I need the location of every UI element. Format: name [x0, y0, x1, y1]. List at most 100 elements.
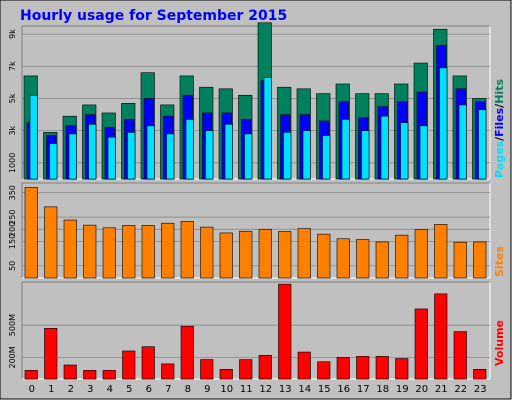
volume-bar: [24, 370, 38, 380]
hour-label: 22: [454, 384, 467, 395]
pages-bar: [107, 136, 116, 180]
ylabel-part: /: [493, 136, 506, 141]
pages-bar: [322, 135, 331, 180]
pages-bar: [283, 131, 292, 180]
pages-bar: [380, 115, 389, 180]
pages-bar: [341, 119, 350, 180]
panel-1-ytick-label: 250: [8, 209, 17, 224]
panel-1-ytick-label: 200: [8, 222, 17, 237]
panel-0-ytick-label: 9k: [8, 29, 17, 39]
hour-label: 9: [204, 384, 210, 395]
panel-2-frame: [21, 281, 491, 380]
volume-bar: [239, 359, 253, 380]
pages-bar: [49, 143, 58, 180]
volume-bar: [180, 325, 194, 380]
sites-bar: [102, 227, 116, 279]
panel-1-ytick-label: 350: [8, 185, 17, 200]
pages-bar: [224, 123, 233, 180]
panel-0-ytick-label: 7k: [8, 61, 17, 71]
sites-bar: [44, 206, 58, 279]
hour-label: 8: [185, 384, 191, 395]
ylabel-part: Pages: [493, 140, 506, 178]
volume-bar: [395, 358, 409, 380]
panel-1-frame: [21, 182, 491, 279]
pages-bar: [146, 125, 155, 180]
pages-bar: [263, 77, 272, 180]
volume-bar: [375, 356, 389, 380]
hour-label: 11: [240, 384, 253, 395]
hour-label: 1: [48, 384, 54, 395]
pages-bar: [361, 130, 370, 180]
sites-bar: [375, 241, 389, 279]
pages-bar: [29, 94, 38, 180]
hour-label: 23: [474, 384, 487, 395]
hour-label: 18: [376, 384, 389, 395]
pages-bar: [127, 131, 136, 180]
plot-area: 10003k5k7k9kPages/Files/Hits501502002503…: [8, 22, 506, 395]
pages-bar: [439, 67, 448, 180]
pages-bar: [88, 123, 97, 180]
volume-bar: [297, 351, 311, 380]
hour-label: 0: [29, 384, 35, 395]
hour-label: 17: [357, 384, 370, 395]
sites-bar: [200, 226, 214, 279]
hour-label: 4: [107, 384, 113, 395]
panel-0-frame: [21, 25, 491, 180]
pages-bar: [419, 125, 428, 180]
volume-bar: [141, 346, 155, 380]
panel-1-ytick-label: 50: [8, 261, 17, 271]
volume-bar: [258, 354, 272, 380]
sites-bar: [297, 228, 311, 279]
pages-bar: [205, 130, 214, 180]
sites-bar: [239, 230, 253, 279]
sites-bar: [161, 222, 175, 279]
sites-panel-ylabel: Sites: [493, 246, 506, 277]
pages-bar: [166, 133, 175, 180]
sites-bar: [83, 224, 97, 279]
volume-bar: [317, 361, 331, 380]
hour-label: 19: [396, 384, 409, 395]
volume-bar: [102, 370, 116, 380]
volume-bar: [336, 357, 350, 380]
volume-bar: [278, 283, 292, 380]
volume-bar: [44, 328, 58, 380]
pages-bar: [244, 133, 253, 180]
hour-label: 3: [87, 384, 93, 395]
sites-bar: [395, 234, 409, 279]
volume-bar: [434, 293, 448, 380]
volume-bar: [161, 363, 175, 380]
pages-bar: [302, 130, 311, 180]
hour-label: 21: [435, 384, 448, 395]
pages-bar: [68, 133, 77, 180]
pages-bar: [185, 119, 194, 180]
pages-bar: [478, 109, 487, 180]
volume-bar: [122, 350, 136, 380]
volume-bar: [83, 370, 97, 380]
volume-bar: [219, 368, 233, 380]
sites-bar: [219, 232, 233, 279]
sites-bar: [336, 238, 350, 279]
hour-label: 10: [220, 384, 233, 395]
hour-label: 20: [415, 384, 428, 395]
sites-bar: [258, 228, 272, 279]
ylabel-part: /: [493, 103, 506, 108]
panel-2-ytick-label: 200M: [8, 346, 17, 368]
volume-bar: [200, 359, 214, 380]
hour-label: 13: [279, 384, 292, 395]
sites-bar: [278, 231, 292, 279]
panel-0-ytick-label: 3k: [8, 125, 17, 135]
volume-bar: [473, 368, 487, 380]
sites-bar: [141, 225, 155, 279]
ylabel-part: Files: [493, 107, 506, 137]
pages-bar: [458, 104, 467, 180]
panel-1-ytick-label: 150: [8, 234, 17, 249]
hour-label: 2: [68, 384, 74, 395]
sites-bar: [180, 221, 194, 279]
hour-label: 7: [165, 384, 171, 395]
ylabel-part: Hits: [493, 79, 506, 104]
volume-bar: [453, 331, 467, 380]
sites-bar: [453, 241, 467, 279]
hour-label: 6: [146, 384, 152, 395]
